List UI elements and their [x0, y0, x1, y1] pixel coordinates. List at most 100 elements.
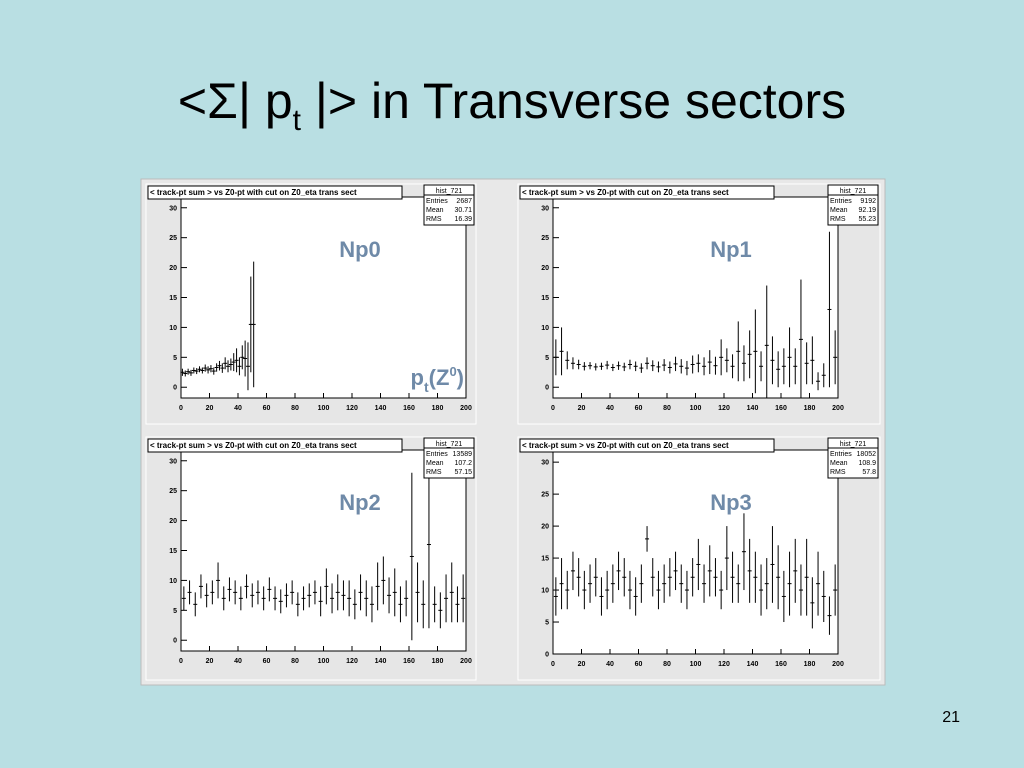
y-tick-label: 30 — [541, 205, 549, 212]
page-number: 21 — [942, 709, 960, 726]
stats-value: 2687 — [456, 198, 472, 205]
y-tick-label: 20 — [169, 518, 177, 525]
stats-value: 16.39 — [454, 216, 472, 223]
title-box — [519, 185, 775, 200]
x-tick-label: 40 — [234, 405, 242, 412]
x-tick-label: 120 — [346, 405, 358, 412]
annotation-part: p — [411, 365, 424, 390]
stats-key: Mean — [426, 460, 444, 467]
stats-value: 108.9 — [858, 460, 876, 467]
x-tick-label: 180 — [804, 405, 816, 412]
stats-value: 18052 — [857, 451, 877, 458]
title-box — [519, 438, 775, 453]
stats-value: 13589 — [453, 451, 473, 458]
stats-box — [423, 437, 475, 479]
x-tick-label: 140 — [747, 405, 759, 412]
stats-key: Entries — [830, 451, 852, 458]
annotation-part: t — [424, 379, 429, 395]
x-tick-label: 160 — [775, 405, 787, 412]
y-tick-label: 0 — [545, 652, 549, 659]
chart-title: < track-pt sum > vs Z0-pt with cut on Z0… — [150, 441, 357, 450]
x-tick-label: 60 — [635, 405, 643, 412]
stats-key: Mean — [426, 207, 444, 214]
y-tick-label: 10 — [541, 325, 549, 332]
annotation-part: (Z — [429, 365, 450, 390]
x-tick-label: 0 — [551, 661, 555, 668]
y-tick-label: 0 — [173, 385, 177, 392]
x-tick-label: 20 — [206, 658, 214, 665]
x-tick-label: 120 — [718, 661, 730, 668]
x-tick-label: 80 — [291, 405, 299, 412]
x-tick-label: 60 — [635, 661, 643, 668]
plot-area — [180, 449, 467, 652]
x-tick-label: 0 — [179, 658, 183, 665]
stats-name: hist_721 — [840, 188, 867, 195]
title-subscript: t — [293, 104, 302, 137]
panel-label: Np2 — [339, 490, 381, 515]
y-tick-label: 10 — [169, 578, 177, 585]
x-tick-label: 20 — [578, 405, 586, 412]
panel-label: Np0 — [339, 237, 381, 262]
y-tick-label: 15 — [169, 295, 177, 302]
stats-value: 57.15 — [454, 469, 472, 476]
stats-value: 55.23 — [858, 216, 876, 223]
x-tick-label: 100 — [318, 405, 330, 412]
panel-label: Np1 — [710, 237, 752, 262]
title-box — [147, 438, 403, 453]
y-tick-label: 20 — [541, 265, 549, 272]
x-tick-label: 80 — [663, 405, 671, 412]
x-tick-label: 100 — [690, 405, 702, 412]
stats-key: Mean — [830, 460, 848, 467]
x-tick-label: 40 — [606, 405, 614, 412]
x-tick-label: 200 — [832, 405, 844, 412]
y-tick-label: 30 — [541, 460, 549, 467]
y-tick-label: 15 — [541, 295, 549, 302]
plot-area — [552, 196, 839, 399]
y-tick-label: 0 — [545, 385, 549, 392]
x-tick-label: 80 — [291, 658, 299, 665]
stats-key: RMS — [426, 216, 442, 223]
x-tick-label: 140 — [375, 405, 387, 412]
y-tick-label: 10 — [169, 325, 177, 332]
x-tick-label: 80 — [663, 661, 671, 668]
stats-value: 57.8 — [862, 469, 876, 476]
stats-value: 30.71 — [454, 207, 472, 214]
annotation: pt(Z0) — [411, 364, 464, 395]
stats-key: RMS — [426, 469, 442, 476]
title-part: |> in Transverse sectors — [301, 73, 846, 129]
y-tick-label: 10 — [541, 588, 549, 595]
stats-key: RMS — [830, 216, 846, 223]
stats-box — [827, 184, 879, 226]
stats-key: Entries — [830, 198, 852, 205]
x-tick-label: 200 — [832, 661, 844, 668]
x-tick-label: 160 — [775, 661, 787, 668]
x-tick-label: 160 — [403, 405, 415, 412]
y-tick-label: 5 — [545, 620, 549, 627]
stats-value: 92.19 — [858, 207, 876, 214]
annotation-part: 0 — [449, 364, 456, 379]
x-tick-label: 60 — [263, 405, 271, 412]
plot-area — [552, 449, 839, 655]
x-tick-label: 20 — [206, 405, 214, 412]
x-tick-label: 40 — [234, 658, 242, 665]
title-part: <Σ| p — [178, 73, 293, 129]
chart-title: < track-pt sum > vs Z0-pt with cut on Z0… — [522, 188, 729, 197]
x-tick-label: 200 — [460, 405, 472, 412]
stats-key: Mean — [830, 207, 848, 214]
y-tick-label: 15 — [169, 548, 177, 555]
stats-box — [423, 184, 475, 226]
y-tick-label: 20 — [169, 265, 177, 272]
x-tick-label: 140 — [375, 658, 387, 665]
y-tick-label: 25 — [169, 235, 177, 242]
x-tick-label: 100 — [318, 658, 330, 665]
y-tick-label: 20 — [541, 524, 549, 531]
y-tick-label: 25 — [541, 492, 549, 499]
x-tick-label: 160 — [403, 658, 415, 665]
title-box — [147, 185, 403, 200]
x-tick-label: 20 — [578, 661, 586, 668]
x-tick-label: 140 — [747, 661, 759, 668]
y-tick-label: 25 — [169, 488, 177, 495]
stats-key: Entries — [426, 451, 448, 458]
